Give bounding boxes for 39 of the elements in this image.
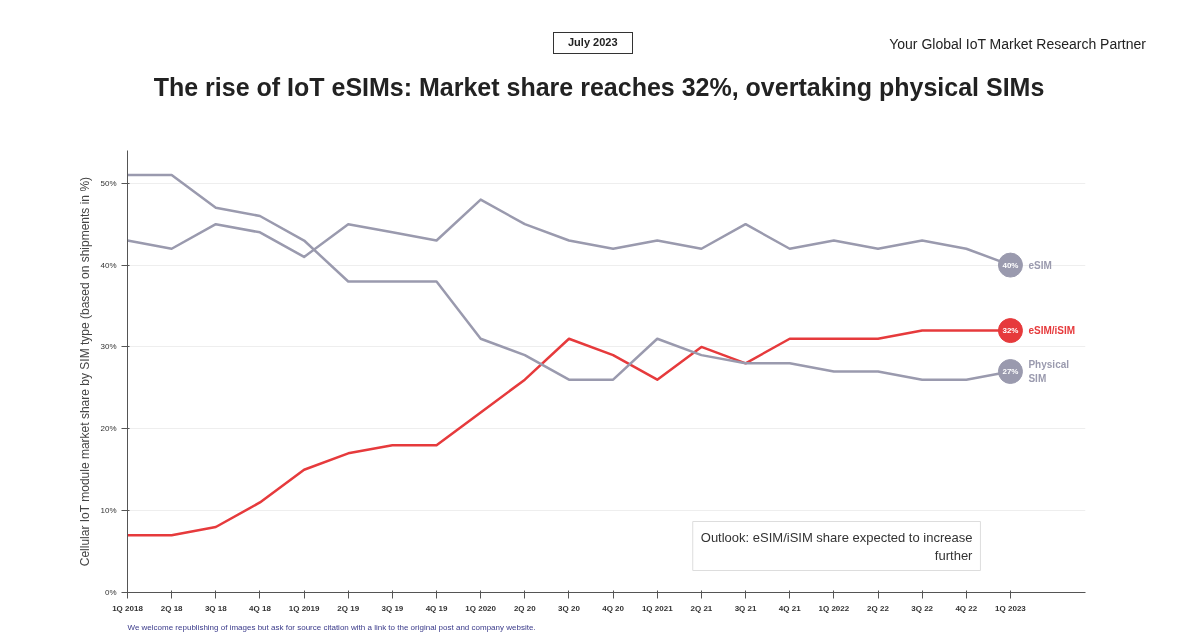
x-tick-label: 2Q 19 (337, 603, 360, 613)
x-tick-label: 1Q 2023 (995, 603, 1027, 613)
x-tick-label: 2Q 20 (513, 603, 537, 613)
text: Your Global IoT Market Research Partner (889, 35, 1146, 54)
x-tick-label: 1Q 2022 (818, 603, 850, 613)
x-tick-label: 4Q 19 (425, 603, 448, 613)
text: We welcome republishing of images but ask for source citation with a link to the original post and company website. (127, 622, 536, 632)
x-tick-label: 4Q 20 (602, 603, 625, 613)
series-label: eSIM (1028, 259, 1052, 271)
x-tick-label: 4Q 22 (955, 603, 978, 613)
x-tick-label: 3Q 18 (204, 603, 228, 613)
x-tick-label: 2Q 22 (867, 603, 890, 613)
x-tick-label: 3Q 19 (381, 603, 404, 613)
data-label: 40% (1002, 260, 1019, 270)
data-label: 27% (1002, 367, 1019, 376)
x-tick-label: 1Q 2020 (465, 603, 497, 613)
y-axis-title: Cellular IoT module market share by SIM type (based on shipments in %) (78, 176, 93, 567)
x-tick-label: 3Q 21 (734, 603, 758, 613)
x-tick-label: 3Q 22 (911, 603, 934, 613)
x-tick-label: 3Q 20 (558, 603, 581, 613)
y-tick-label: 40% (100, 260, 117, 270)
x-tick-label: 4Q 21 (778, 603, 802, 613)
x-tick-label: 2Q 21 (690, 603, 713, 613)
y-tick-label: 50% (100, 178, 117, 188)
chart-title: The rise of IoT eSIMs: Market share reaches 32%, overtaking physical SIMs (152, 72, 1046, 102)
y-tick-label: 20% (100, 424, 117, 434)
x-tick-label: 1Q 2019 (288, 603, 320, 613)
series-label: eSIM/iSIM (1028, 325, 1076, 337)
series-label: Physical SIM (1028, 359, 1070, 384)
x-tick-label: 1Q 2018 (112, 603, 144, 613)
y-tick-label: 0% (104, 588, 117, 597)
text: July 2023 (553, 32, 633, 54)
y-tick-label: 10% (100, 506, 117, 516)
annotation: Outlook: eSIM/iSIM share expected to increase further (700, 529, 974, 563)
x-tick-label: 4Q 18 (249, 603, 272, 613)
data-label: 32% (1002, 326, 1019, 336)
x-tick-label: 2Q 18 (160, 603, 184, 613)
y-tick-label: 30% (100, 342, 117, 352)
x-tick-label: 1Q 2021 (641, 603, 674, 613)
